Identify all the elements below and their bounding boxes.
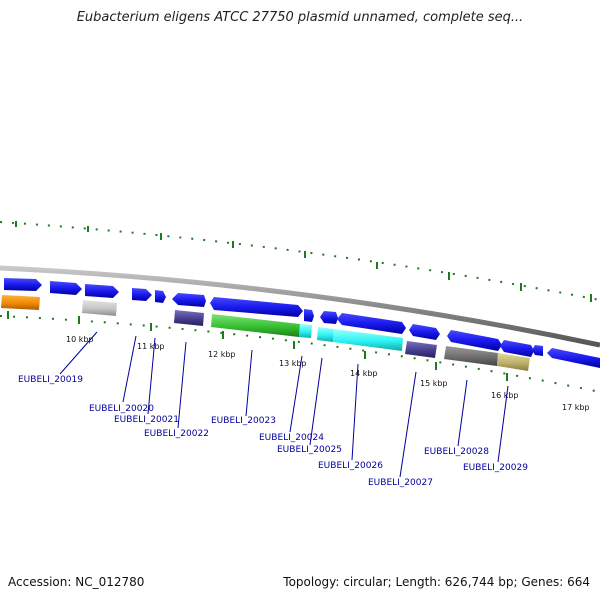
scale-label: 10 kbp: [66, 335, 94, 344]
gene-label[interactable]: EUBELI_20019: [18, 375, 83, 385]
gene-label[interactable]: EUBELI_20028: [424, 447, 489, 457]
gene-label[interactable]: EUBELI_20020: [89, 404, 154, 414]
gene-arrow[interactable]: [210, 297, 303, 317]
scale-label: 11 kbp: [137, 342, 165, 351]
genome-backbone: [0, 265, 600, 348]
inner-major-ticks: [7, 311, 508, 381]
feature-navy[interactable]: [174, 310, 204, 326]
feature-cyan[interactable]: [333, 329, 403, 351]
scale-labels: 10 kbp 11 kbp 12 kbp 13 kbp 14 kbp 15 kb…: [66, 335, 590, 412]
scale-label: 12 kbp: [208, 350, 236, 359]
feature-silver[interactable]: [82, 300, 117, 316]
gene-arrow[interactable]: [132, 288, 152, 301]
genome-summary: Topology: circular; Length: 626,744 bp; …: [283, 575, 590, 589]
gene-label[interactable]: EUBELI_20022: [144, 429, 209, 439]
feature-track[interactable]: [1, 295, 530, 371]
feature-khaki[interactable]: [497, 353, 530, 371]
gene-arrow[interactable]: [409, 324, 440, 340]
label-leader-lines: [59, 331, 509, 478]
gene-label[interactable]: EUBELI_20026: [318, 461, 383, 471]
gene-arrow[interactable]: [4, 278, 42, 291]
feature-gray[interactable]: [444, 346, 498, 366]
outer-tick-ring: [0, 221, 600, 301]
map-title: Eubacterium eligens ATCC 27750 plasmid u…: [76, 10, 524, 25]
gene-label[interactable]: EUBELI_20023: [211, 416, 276, 426]
scale-label: 17 kbp: [562, 403, 590, 412]
feature-navy[interactable]: [405, 341, 437, 358]
feature-green[interactable]: [211, 314, 300, 337]
gene-label[interactable]: EUBELI_20025: [277, 445, 342, 455]
feature-cyan[interactable]: [299, 324, 312, 338]
gene-arrow[interactable]: [447, 330, 502, 351]
scale-label: 13 kbp: [279, 359, 307, 368]
gene-arrow[interactable]: [85, 284, 119, 298]
gene-label[interactable]: EUBELI_20021: [114, 415, 179, 425]
gene-arrow[interactable]: [320, 311, 338, 324]
gene-arrow[interactable]: [337, 313, 406, 334]
gene-label[interactable]: EUBELI_20027: [368, 478, 433, 488]
gene-label[interactable]: EUBELI_20024: [259, 433, 324, 443]
gene-arrow[interactable]: [532, 345, 543, 356]
gene-arrow[interactable]: [304, 309, 314, 322]
scale-label: 14 kbp: [350, 369, 378, 378]
gene-labels[interactable]: EUBELI_20019 EUBELI_20020 EUBELI_20021 E…: [18, 375, 528, 488]
gene-label[interactable]: EUBELI_20029: [463, 463, 528, 473]
accession-label: Accession: NC_012780: [8, 575, 145, 589]
forward-strand-genes[interactable]: [4, 278, 600, 368]
outer-major-ticks: [15, 221, 592, 302]
scale-label: 15 kbp: [420, 379, 448, 388]
feature-cyan[interactable]: [317, 327, 334, 342]
gene-arrow[interactable]: [500, 340, 534, 357]
gene-arrow[interactable]: [155, 290, 166, 303]
scale-label: 16 kbp: [491, 391, 519, 400]
gene-arrow[interactable]: [50, 281, 82, 295]
gene-arrow[interactable]: [172, 293, 206, 307]
gene-arrow[interactable]: [547, 348, 600, 368]
feature-orange[interactable]: [1, 295, 40, 310]
